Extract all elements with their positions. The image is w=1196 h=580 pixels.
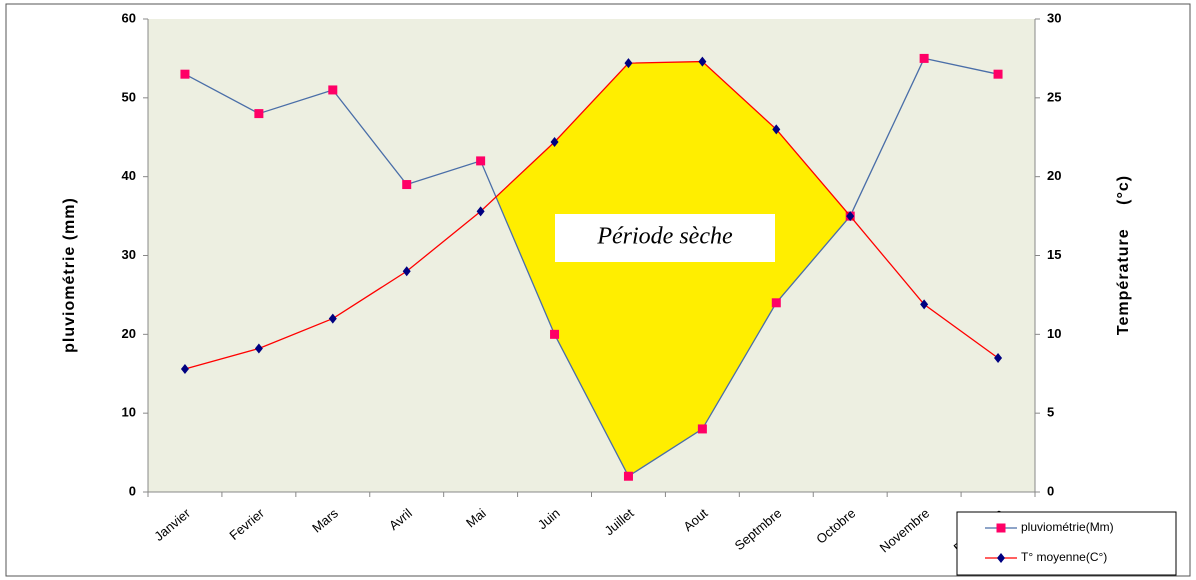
y2-tick-label: 15	[1047, 247, 1061, 262]
y2-tick-label: 10	[1047, 326, 1061, 341]
annotation-box	[555, 214, 775, 262]
marker	[994, 352, 1003, 363]
y-tick-label: 30	[122, 247, 136, 262]
y-tick-label: 40	[122, 168, 136, 183]
legend-label: pluviométrie(Mm)	[1021, 520, 1114, 534]
y-tick-label: 20	[122, 326, 136, 341]
marker	[771, 298, 781, 308]
marker	[328, 85, 338, 95]
y2-tick-label: 25	[1047, 89, 1061, 104]
y-tick-label: 0	[129, 483, 136, 498]
y-tick-label: 10	[122, 405, 136, 420]
marker	[402, 180, 412, 190]
legend	[956, 511, 1177, 576]
marker	[846, 211, 855, 222]
marker	[697, 424, 707, 434]
marker	[698, 56, 707, 67]
legend-marker	[996, 523, 1006, 533]
y2-tick-label: 20	[1047, 168, 1061, 183]
y-tick-label: 50	[122, 89, 136, 104]
y2-tick-label: 5	[1047, 405, 1054, 420]
legend-label: T° moyenne(C°)	[1021, 550, 1107, 564]
marker	[402, 266, 411, 277]
marker	[180, 69, 190, 79]
marker	[180, 364, 189, 375]
series-line	[184, 57, 999, 478]
dry-period-area	[495, 61, 851, 477]
marker	[254, 343, 263, 354]
y2-tick-label: 0	[1047, 483, 1054, 498]
marker	[328, 313, 337, 324]
annotation: Période sèche	[596, 224, 733, 250]
marker	[624, 58, 633, 69]
legend-marker	[997, 553, 1005, 563]
y-axis-title: pluviométrie (mm)	[61, 197, 78, 353]
marker	[254, 109, 264, 119]
marker	[993, 69, 1003, 79]
marker	[920, 299, 929, 310]
marker	[919, 53, 929, 63]
marker	[476, 156, 486, 166]
marker	[623, 471, 633, 481]
marker	[772, 124, 781, 135]
marker	[550, 329, 560, 339]
y2-axis-title: Température (°c)	[1115, 175, 1132, 335]
marker	[476, 206, 485, 217]
series-line	[184, 60, 999, 370]
marker	[550, 136, 559, 147]
y-tick-label: 60	[122, 10, 136, 25]
y2-tick-label: 30	[1047, 10, 1061, 25]
